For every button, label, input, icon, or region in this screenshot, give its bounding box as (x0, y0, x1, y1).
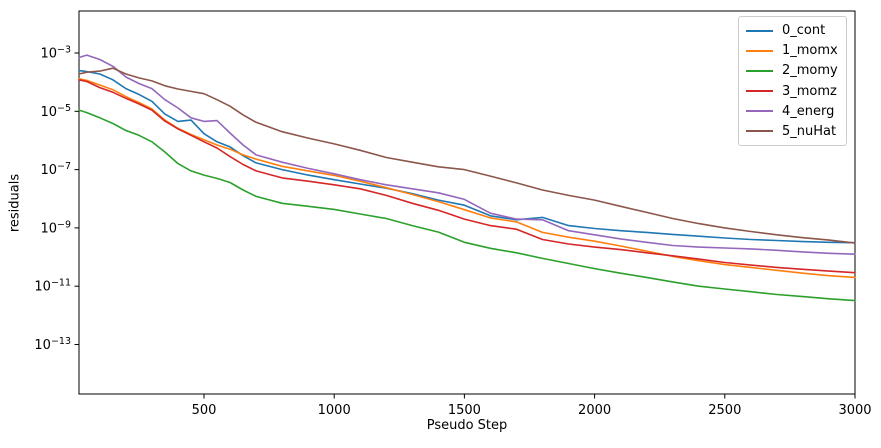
legend-entry-2_momy: 2_momy (746, 63, 839, 78)
legend-entry-1_momx: 1_momx (746, 43, 839, 58)
y-tick-label: 10−11 (34, 278, 71, 295)
legend-entry-4_energ: 4_energ (746, 104, 839, 119)
legend-label: 0_cont (782, 23, 826, 39)
y-tick-label: 10−7 (40, 161, 71, 178)
series-line-1_momx (78, 78, 856, 279)
legend-label: 4_energ (782, 103, 835, 119)
plot-frame (78, 10, 856, 395)
series-line-4_energ (78, 54, 856, 255)
series-line-2_momy (78, 109, 856, 302)
y-axis-label: residuals (7, 173, 23, 233)
x-tick-label: 3000 (838, 403, 871, 418)
series-line-0_cont (78, 69, 856, 244)
legend: 0_cont 1_momx 2_momy 3_momz 4_energ 5_nuHat (738, 16, 847, 146)
legend-line-swatch (746, 69, 773, 72)
y-tick-label: 10−3 (40, 45, 71, 62)
legend-label: 3_momz (782, 83, 837, 99)
legend-label: 1_momx (782, 43, 838, 59)
legend-line-swatch (746, 29, 773, 32)
y-tick-label: 10−13 (34, 336, 71, 353)
legend-line-swatch (746, 90, 773, 93)
legend-entry-0_cont: 0_cont (746, 23, 839, 38)
x-tick-label: 500 (192, 403, 217, 418)
legend-label: 2_momy (782, 63, 838, 79)
x-axis-label: Pseudo Step (426, 418, 508, 433)
x-tick-label: 1000 (318, 403, 351, 418)
legend-line-swatch (746, 49, 773, 52)
legend-line-swatch (746, 130, 773, 133)
legend-entry-3_momz: 3_momz (746, 84, 839, 99)
x-tick-label: 1500 (448, 403, 481, 418)
x-tick-label: 2500 (708, 403, 741, 418)
series-line-5_nuHat (78, 67, 856, 244)
y-tick-label: 10−9 (40, 219, 71, 236)
series-line-3_momz (78, 79, 856, 274)
legend-entry-5_nuHat: 5_nuHat (746, 124, 839, 139)
x-tick-label: 2000 (578, 403, 611, 418)
legend-label: 5_nuHat (782, 123, 837, 139)
y-tick-label: 10−5 (40, 103, 71, 120)
legend-line-swatch (746, 110, 773, 113)
